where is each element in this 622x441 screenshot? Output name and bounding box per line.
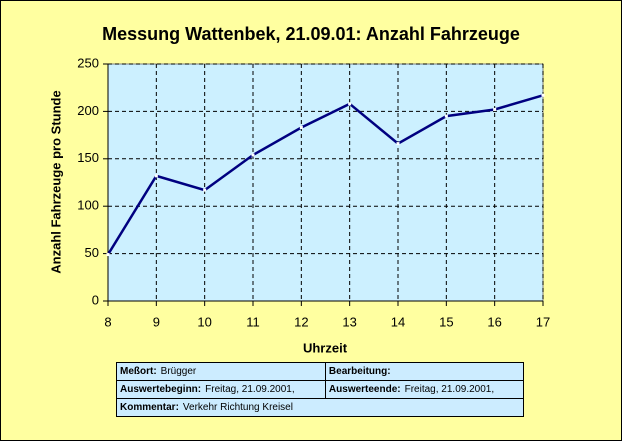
y-tick-label: 0 <box>92 292 99 307</box>
x-tick-label: 13 <box>342 314 356 329</box>
y-tick-label: 150 <box>77 150 99 165</box>
x-tick-label: 17 <box>536 314 550 329</box>
chart-title: Messung Wattenbek, 21.09.01: Anzahl Fahr… <box>102 24 520 44</box>
data-line <box>106 94 544 256</box>
data-point <box>251 153 255 157</box>
info-row: Auswertebeginn: Freitag, 21.09.2001, Auswe… <box>116 380 525 399</box>
info-label: Meßort: <box>120 366 157 377</box>
x-tick-label: 11 <box>246 314 260 329</box>
data-point <box>203 188 207 192</box>
x-tick-label: 12 <box>294 314 308 329</box>
x-tick-label: 15 <box>439 314 453 329</box>
info-row: Kommentar: Verkehr Richtung Kreisel <box>116 398 524 417</box>
x-tick-label: 16 <box>487 314 501 329</box>
y-tick-label: 50 <box>85 245 99 260</box>
info-cell: Meßort: Brügger <box>116 362 326 381</box>
info-value: Brügger <box>160 366 197 377</box>
info-cell: Kommentar: Verkehr Richtung Kreisel <box>116 398 524 417</box>
y-tick-label: 200 <box>77 103 99 118</box>
data-point <box>348 102 352 106</box>
data-point <box>106 253 110 257</box>
info-label: Kommentar: <box>120 402 179 413</box>
x-axis-label: Uhrzeit <box>303 340 348 355</box>
info-value: Freitag, 21.09.2001, <box>404 384 495 395</box>
info-cell: Bearbeitung: <box>324 362 525 381</box>
info-label: Auswertebeginn: <box>120 384 202 395</box>
plot-area <box>107 63 544 302</box>
x-tick-label: 10 <box>197 314 211 329</box>
data-point <box>299 126 303 130</box>
info-value: Freitag, 21.09.2001, <box>205 384 295 395</box>
info-cell: Auswertebeginn: Freitag, 21.09.2001, <box>116 380 326 399</box>
info-label: Bearbeitung: <box>328 366 391 377</box>
data-point <box>154 174 158 178</box>
data-point <box>444 114 448 118</box>
info-table: Meßort: Brügger Bearbeitung: Auswertebeginn… <box>116 362 525 417</box>
data-point <box>541 93 545 97</box>
data-point <box>396 142 400 146</box>
x-tick-label: 8 <box>104 314 111 329</box>
data-point <box>493 108 497 112</box>
info-value: Verkehr Richtung Kreisel <box>182 402 293 413</box>
info-row: Meßort: Brügger Bearbeitung: <box>116 362 525 381</box>
y-tick-label: 100 <box>77 198 99 213</box>
y-axis-label: Anzahl Fahrzeuge pro Stunde <box>48 90 63 273</box>
y-tick-label: 250 <box>77 55 99 70</box>
x-tick-label: 14 <box>391 314 405 329</box>
info-label: Auswerteende: <box>328 384 401 395</box>
info-cell: Auswerteende: Freitag, 21.09.2001, <box>324 380 525 399</box>
x-tick-label: 9 <box>153 314 160 329</box>
